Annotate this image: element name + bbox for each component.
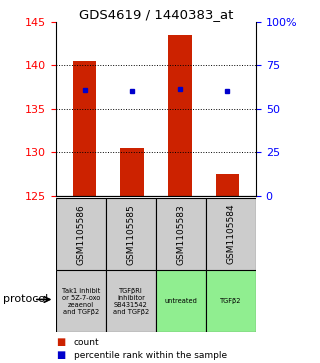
Text: TGFβRI
inhibitor
SB431542
and TGFβ2: TGFβRI inhibitor SB431542 and TGFβ2: [113, 288, 149, 315]
Text: Tak1 inhibit
or 5Z-7-oxo
zeaenol
and TGFβ2: Tak1 inhibit or 5Z-7-oxo zeaenol and TGF…: [62, 288, 100, 315]
Bar: [206, 270, 256, 332]
Text: GSM1105584: GSM1105584: [227, 204, 236, 265]
Text: untreated: untreated: [164, 298, 197, 304]
Bar: [168, 35, 192, 196]
Title: GDS4619 / 1440383_at: GDS4619 / 1440383_at: [79, 8, 233, 21]
Bar: [156, 270, 206, 332]
Text: percentile rank within the sample: percentile rank within the sample: [74, 351, 227, 359]
Text: GSM1105585: GSM1105585: [126, 204, 135, 265]
Text: ■: ■: [56, 337, 65, 347]
Bar: [56, 198, 106, 270]
Text: count: count: [74, 338, 99, 347]
Text: ■: ■: [56, 350, 65, 360]
Text: GSM1105586: GSM1105586: [76, 204, 85, 265]
Text: protocol: protocol: [3, 294, 48, 305]
Bar: [216, 174, 239, 196]
Bar: [156, 198, 206, 270]
Bar: [73, 61, 96, 196]
Text: GSM1105583: GSM1105583: [177, 204, 186, 265]
Bar: [206, 198, 256, 270]
Text: TGFβ2: TGFβ2: [220, 298, 242, 304]
Bar: [56, 270, 106, 332]
Bar: [106, 270, 156, 332]
Bar: [120, 148, 144, 196]
Bar: [106, 198, 156, 270]
